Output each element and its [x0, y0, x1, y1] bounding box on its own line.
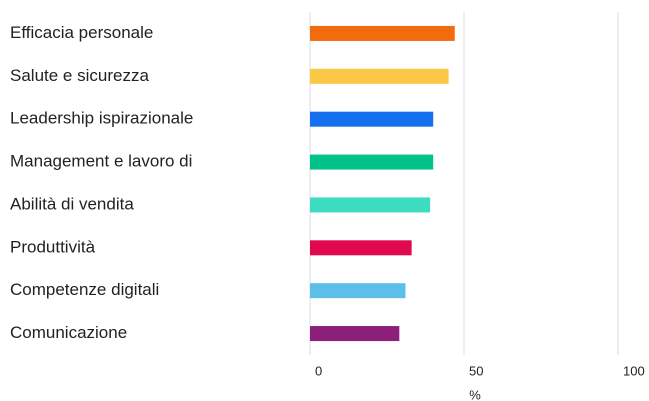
y-tick-label: Salute e sicurezza — [10, 66, 149, 85]
bar — [310, 197, 431, 213]
bar — [310, 68, 449, 84]
y-tick-label: Efficacia personale — [10, 23, 153, 42]
y-tick-label: Comunicazione — [10, 323, 127, 342]
bar — [310, 111, 434, 127]
bar — [310, 283, 406, 299]
y-tick-label: Management e lavoro di — [10, 152, 192, 171]
bar — [310, 240, 412, 256]
y-tick-label: Competenze digitali — [10, 280, 159, 299]
x-tick-label: 50 — [469, 363, 483, 378]
bar — [310, 154, 434, 170]
bar — [310, 326, 400, 342]
y-tick-label: Abilità di vendita — [10, 194, 134, 213]
bar — [310, 25, 455, 41]
y-tick-label: Produttività — [10, 237, 96, 256]
x-tick-label: 100 — [623, 363, 645, 378]
x-tick-label: 0 — [315, 363, 322, 378]
y-tick-label: Leadership ispirazionale — [10, 109, 193, 128]
x-axis-label: % — [469, 387, 481, 401]
